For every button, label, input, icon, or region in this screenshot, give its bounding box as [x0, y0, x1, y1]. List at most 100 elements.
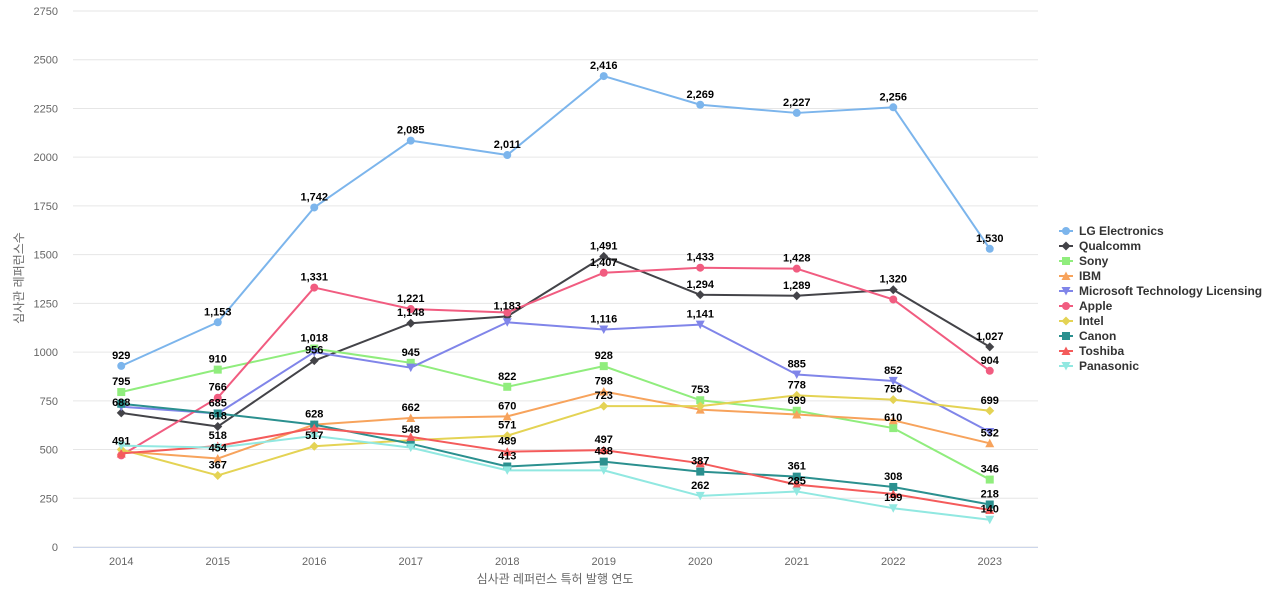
data-label-sony: 346	[981, 464, 999, 476]
data-point-panasonic	[695, 491, 705, 501]
data-label-microsoft-technology-licensing: 852	[884, 365, 902, 377]
data-label-apple: 1,428	[783, 253, 811, 265]
data-point-apple	[599, 268, 608, 277]
legend-label-lg-electronics: LG Electronics	[1079, 224, 1164, 238]
data-point-toshiba	[116, 448, 126, 458]
x-axis-ticks: 2014 2015 2016 2017 2018 2019 2020 2021 2022 2023	[109, 556, 1002, 568]
data-point-ibm	[406, 413, 416, 422]
data-point-qualcomm	[309, 356, 319, 366]
data-point-sony	[599, 362, 608, 371]
legend-marker-ibm	[1061, 271, 1071, 280]
series-line-panasonic	[120, 434, 991, 521]
data-label-lg-electronics: 1,530	[976, 233, 1004, 245]
data-label-toshiba: 489	[498, 436, 516, 448]
legend-item-ibm[interactable]: IBM	[1059, 269, 1101, 283]
data-label-apple: 1,221	[397, 293, 425, 305]
data-point-toshiba	[406, 432, 416, 441]
legend-marker-lg-electronics	[1062, 227, 1070, 235]
data-point-lg-electronics	[792, 108, 801, 117]
legend-item-apple[interactable]: Apple	[1059, 299, 1113, 313]
data-point-toshiba	[888, 489, 898, 498]
data-point-lg-electronics	[213, 318, 222, 327]
data-point-sony	[503, 382, 512, 391]
data-point-toshiba	[309, 423, 319, 433]
data-point-microsoft-technology-licensing	[309, 348, 319, 357]
y-tick-label: 1250	[34, 298, 58, 310]
x-tick-label: 2015	[206, 556, 230, 568]
legend-label-panasonic: Panasonic	[1079, 359, 1139, 373]
data-label-panasonic: 262	[691, 480, 709, 492]
y-axis-title: 심사관 레퍼런스수	[12, 232, 26, 324]
series-line-intel	[120, 394, 991, 477]
data-label-ibm: 454	[209, 443, 228, 455]
data-label-lg-electronics: 2,227	[783, 97, 811, 109]
y-tick-label: 2000	[34, 152, 58, 164]
legend-item-sony[interactable]: Sony	[1059, 254, 1109, 268]
data-point-ibm	[213, 454, 223, 463]
data-point-intel	[309, 441, 319, 451]
data-label-sony: 699	[788, 395, 806, 407]
data-label-qualcomm: 956	[305, 345, 323, 357]
data-label-sony: 610	[884, 412, 902, 424]
data-label-qualcomm: 1,148	[397, 307, 425, 319]
data-label-qualcomm: 1,491	[590, 240, 618, 252]
legend-label-canon: Canon	[1079, 329, 1116, 343]
data-label-microsoft-technology-licensing: 1,141	[686, 309, 714, 321]
data-label-intel: 517	[305, 430, 323, 442]
data-label-lg-electronics: 2,256	[879, 91, 907, 103]
data-point-toshiba	[695, 458, 705, 468]
data-label-ibm: 798	[595, 375, 613, 387]
data-point-lg-electronics	[503, 151, 512, 160]
legend-item-qualcomm[interactable]: Qualcomm	[1059, 239, 1141, 253]
data-label-canon: 308	[884, 471, 902, 483]
data-label-lg-electronics: 2,011	[494, 139, 521, 151]
data-point-ibm	[888, 415, 898, 425]
data-label-apple: 766	[209, 382, 227, 394]
series-line-sony	[120, 347, 991, 481]
legend-item-microsoft-technology-licensing[interactable]: Microsoft Technology Licensing	[1059, 284, 1262, 298]
data-point-sony	[696, 396, 705, 405]
data-label-canon: 438	[595, 446, 613, 458]
data-label-lg-electronics: 1,742	[300, 191, 328, 203]
legend-item-intel[interactable]: Intel	[1059, 314, 1104, 328]
data-label-qualcomm: 1,320	[879, 274, 907, 286]
legend-item-toshiba[interactable]: Toshiba	[1059, 344, 1124, 358]
data-label-ibm: 532	[981, 427, 999, 439]
data-label-lg-electronics: 2,269	[686, 89, 714, 101]
series-toshiba	[116, 423, 995, 514]
data-point-toshiba	[599, 445, 609, 455]
data-point-ibm	[792, 409, 802, 419]
data-point-lg-electronics	[406, 136, 415, 145]
data-label-apple: 1,331	[300, 272, 328, 284]
data-label-qualcomm: 1,027	[976, 331, 1004, 343]
legend-item-canon[interactable]: Canon	[1059, 329, 1116, 343]
data-label-ibm: 628	[305, 409, 323, 421]
legend-item-lg-electronics[interactable]: LG Electronics	[1059, 224, 1164, 238]
legend-marker-canon	[1062, 332, 1070, 340]
x-tick-label: 2019	[592, 556, 616, 568]
series-line-toshiba	[120, 427, 991, 511]
legend-label-toshiba: Toshiba	[1079, 344, 1124, 358]
data-point-qualcomm	[792, 291, 802, 301]
data-point-microsoft-technology-licensing	[406, 363, 416, 373]
legend-item-panasonic[interactable]: Panasonic	[1059, 359, 1139, 373]
series-group	[116, 72, 995, 525]
data-point-sony	[889, 424, 898, 433]
x-tick-label: 2017	[399, 556, 423, 568]
series-line-qualcomm	[120, 255, 991, 428]
data-point-sony	[117, 388, 126, 397]
data-point-toshiba	[502, 447, 512, 456]
data-point-lg-electronics	[696, 100, 705, 109]
data-label-lg-electronics: 2,085	[397, 125, 425, 137]
data-point-apple	[985, 366, 994, 375]
legend-marker-microsoft-technology-licensing	[1061, 287, 1071, 296]
y-tick-label: 250	[40, 493, 58, 505]
data-label-canon: 413	[498, 451, 516, 463]
data-point-microsoft-technology-licensing	[599, 325, 609, 334]
y-tick-label: 1500	[34, 250, 58, 262]
data-label-ibm: 662	[402, 402, 420, 414]
data-point-intel	[695, 401, 705, 411]
data-label-intel: 756	[884, 384, 902, 396]
data-point-panasonic	[309, 431, 319, 441]
